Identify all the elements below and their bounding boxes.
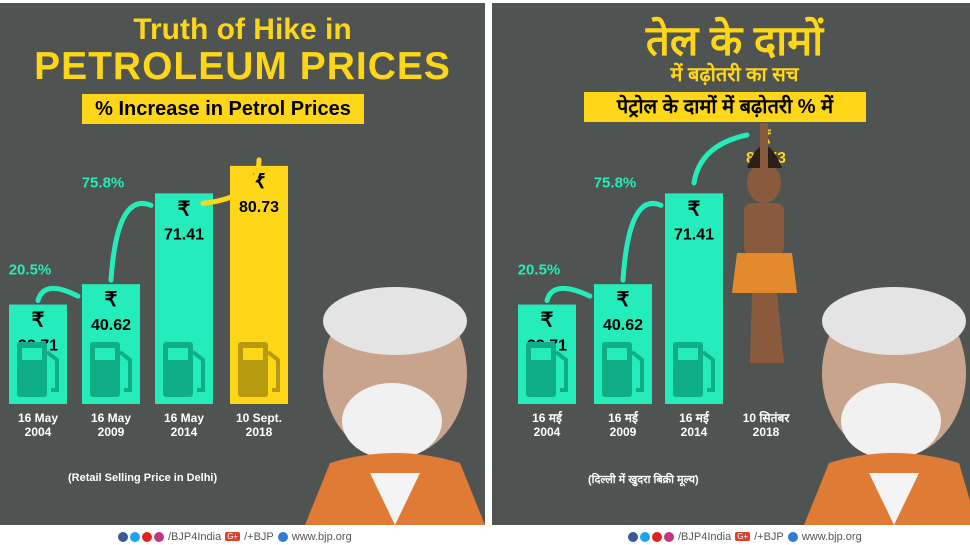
currency-symbol: ₹ xyxy=(688,198,701,220)
leader-portrait-left xyxy=(305,287,485,525)
currency-symbol: ₹ xyxy=(178,198,191,220)
chart-note: (Retail Selling Price in Delhi) xyxy=(68,472,218,484)
youtube-icon[interactable] xyxy=(142,531,152,542)
footer-right: /BJP4India G+ /+BJP www.bjp.org xyxy=(628,528,862,545)
date-label: 10 Sept. 2018 xyxy=(235,411,283,439)
increase-label: 13% xyxy=(258,218,288,235)
fuel-pump-icon xyxy=(90,342,132,397)
date-label: 16 मई 2004 xyxy=(532,411,562,439)
social-handle[interactable]: /BJP4India xyxy=(168,530,222,543)
title-line2: में बढ़ोतरी का सच xyxy=(670,64,799,86)
website-link[interactable]: www.bjp.org xyxy=(801,530,862,543)
curved-arrow-icon xyxy=(35,285,81,304)
fuel-pump-icon xyxy=(526,342,568,397)
facebook-icon[interactable] xyxy=(628,531,638,542)
currency-symbol: ₹ xyxy=(617,289,630,311)
currency-symbol: ₹ xyxy=(32,310,45,332)
gplus-handle[interactable]: /+BJP xyxy=(754,530,784,543)
gplus-handle[interactable]: /+BJP xyxy=(244,530,274,543)
youtube-icon[interactable] xyxy=(652,531,662,542)
value-label: 71.41 xyxy=(674,226,714,243)
yoga-figure xyxy=(732,123,797,363)
chart-note: (दिल्ली में खुदरा बिक्री मूल्य) xyxy=(588,474,699,486)
value-label: 80.73 xyxy=(239,199,279,216)
instagram-icon[interactable] xyxy=(154,531,164,542)
value-label: 40.62 xyxy=(91,317,131,334)
curved-arrow-icon xyxy=(544,285,593,304)
website-icon xyxy=(787,531,798,542)
date-label: 16 मई 2014 xyxy=(679,411,709,439)
gplus-icon[interactable]: G+ xyxy=(735,532,751,541)
date-label: 16 May 2004 xyxy=(17,411,59,439)
date-label: 16 May 2014 xyxy=(163,411,205,439)
curved-arrow-icon xyxy=(691,132,750,186)
title-line1: Truth of Hike in xyxy=(133,13,352,46)
website-icon xyxy=(277,531,288,542)
panel-divider xyxy=(485,0,492,545)
twitter-icon[interactable] xyxy=(130,531,140,542)
increase-label: 20.5% xyxy=(9,262,52,279)
chart-subtitle: पेट्रोल के दामों में बढ़ोतरी % में xyxy=(584,92,866,122)
hindi-panel: तेल के दामों में बढ़ोतरी का सच पेट्रोल क… xyxy=(492,3,970,525)
currency-symbol: ₹ xyxy=(105,289,118,311)
facebook-icon[interactable] xyxy=(118,531,128,542)
footer-left: /BJP4India G+ /+BJP www.bjp.org xyxy=(118,528,352,545)
leader-portrait-right xyxy=(804,287,970,525)
social-handle[interactable]: /BJP4India xyxy=(678,530,732,543)
title-line2: PETROLEUM PRICES xyxy=(34,45,451,88)
value-label: 40.62 xyxy=(603,317,643,334)
title-line1: तेल के दामों xyxy=(645,17,824,64)
increase-label: 75.8% xyxy=(82,174,125,191)
date-label: 10 सितंबर 2018 xyxy=(742,411,790,439)
curved-arrow-icon xyxy=(620,201,664,283)
curved-arrow-icon xyxy=(108,201,154,283)
increase-label: 75.8% xyxy=(594,174,637,191)
fuel-pump-icon xyxy=(163,342,205,397)
fuel-pump-icon xyxy=(17,342,59,397)
fuel-pump-icon xyxy=(673,342,715,397)
website-link[interactable]: www.bjp.org xyxy=(291,530,352,543)
twitter-icon[interactable] xyxy=(640,531,650,542)
instagram-icon[interactable] xyxy=(664,531,674,542)
currency-symbol: ₹ xyxy=(541,310,554,332)
increase-label: 20.5% xyxy=(518,262,561,279)
gplus-icon[interactable]: G+ xyxy=(225,532,241,541)
chart-subtitle: % Increase in Petrol Prices xyxy=(82,94,364,124)
date-label: 16 मई 2009 xyxy=(608,411,638,439)
fuel-pump-icon xyxy=(602,342,644,397)
value-label: 71.41 xyxy=(164,226,204,243)
fuel-pump-icon xyxy=(238,342,280,397)
curved-arrow-icon xyxy=(200,157,262,206)
date-label: 16 May 2009 xyxy=(90,411,132,439)
english-panel: Truth of Hike in PETROLEUM PRICES % Incr… xyxy=(0,3,485,525)
